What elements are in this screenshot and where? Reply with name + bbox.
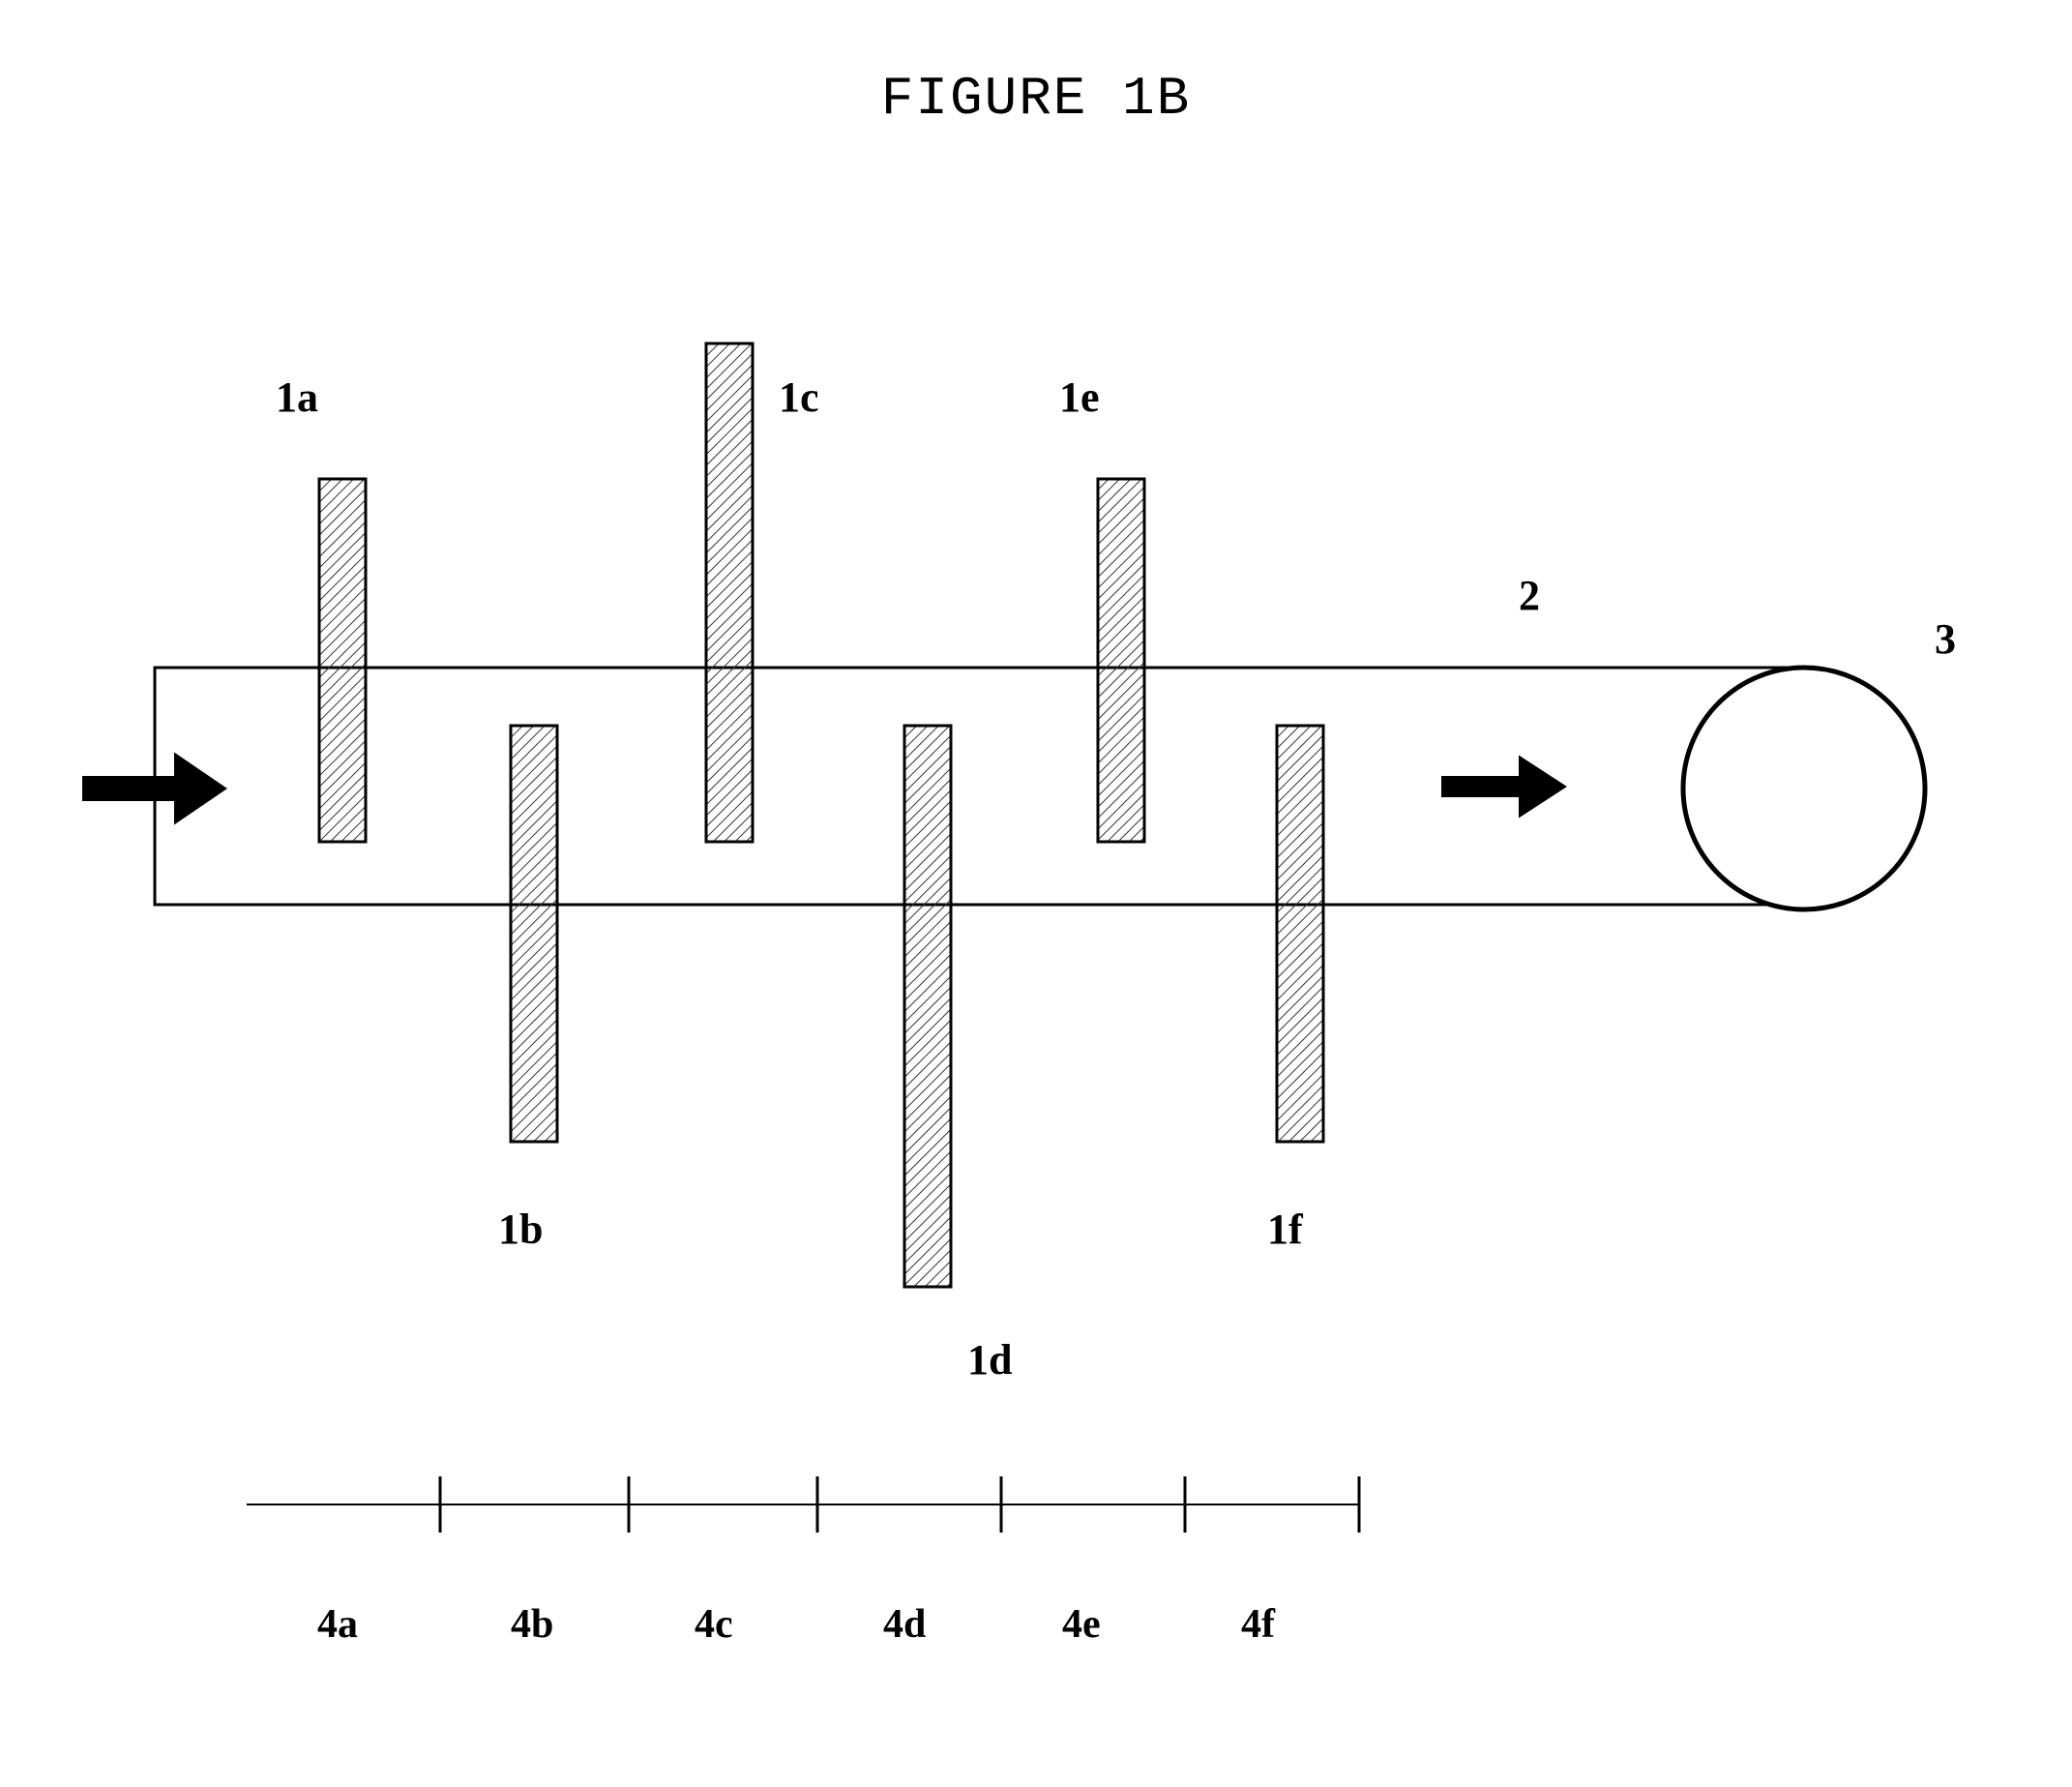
baffle-label-1e: 1e bbox=[1059, 372, 1100, 422]
baffle-1f bbox=[1277, 726, 1323, 1142]
scale-label-4d: 4d bbox=[883, 1601, 926, 1648]
scale-label-4f: 4f bbox=[1241, 1601, 1275, 1648]
baffle-1b bbox=[511, 726, 557, 1142]
scale-label-4c: 4c bbox=[695, 1601, 733, 1648]
label-3: 3 bbox=[1935, 614, 1956, 664]
baffle-label-1a: 1a bbox=[276, 372, 318, 422]
scale-label-4b: 4b bbox=[511, 1601, 553, 1648]
baffle-1d bbox=[904, 726, 951, 1287]
baffle-label-1f: 1f bbox=[1267, 1205, 1303, 1254]
diagram-svg bbox=[0, 0, 2072, 1787]
scale-label-4a: 4a bbox=[317, 1601, 358, 1648]
label-2: 2 bbox=[1519, 571, 1540, 620]
baffle-1e bbox=[1098, 479, 1144, 842]
baffles-group bbox=[319, 343, 1323, 1287]
baffle-1a bbox=[319, 479, 366, 842]
baffle-label-1d: 1d bbox=[967, 1335, 1012, 1385]
scale-group bbox=[247, 1476, 1359, 1533]
output-circle bbox=[1683, 668, 1925, 909]
arrows-group bbox=[82, 753, 1567, 825]
baffle-1c bbox=[706, 343, 753, 842]
scale-label-4e: 4e bbox=[1062, 1601, 1101, 1648]
arrow-outflow bbox=[1441, 756, 1567, 819]
baffle-label-1b: 1b bbox=[498, 1205, 543, 1254]
baffle-label-1c: 1c bbox=[779, 372, 819, 422]
